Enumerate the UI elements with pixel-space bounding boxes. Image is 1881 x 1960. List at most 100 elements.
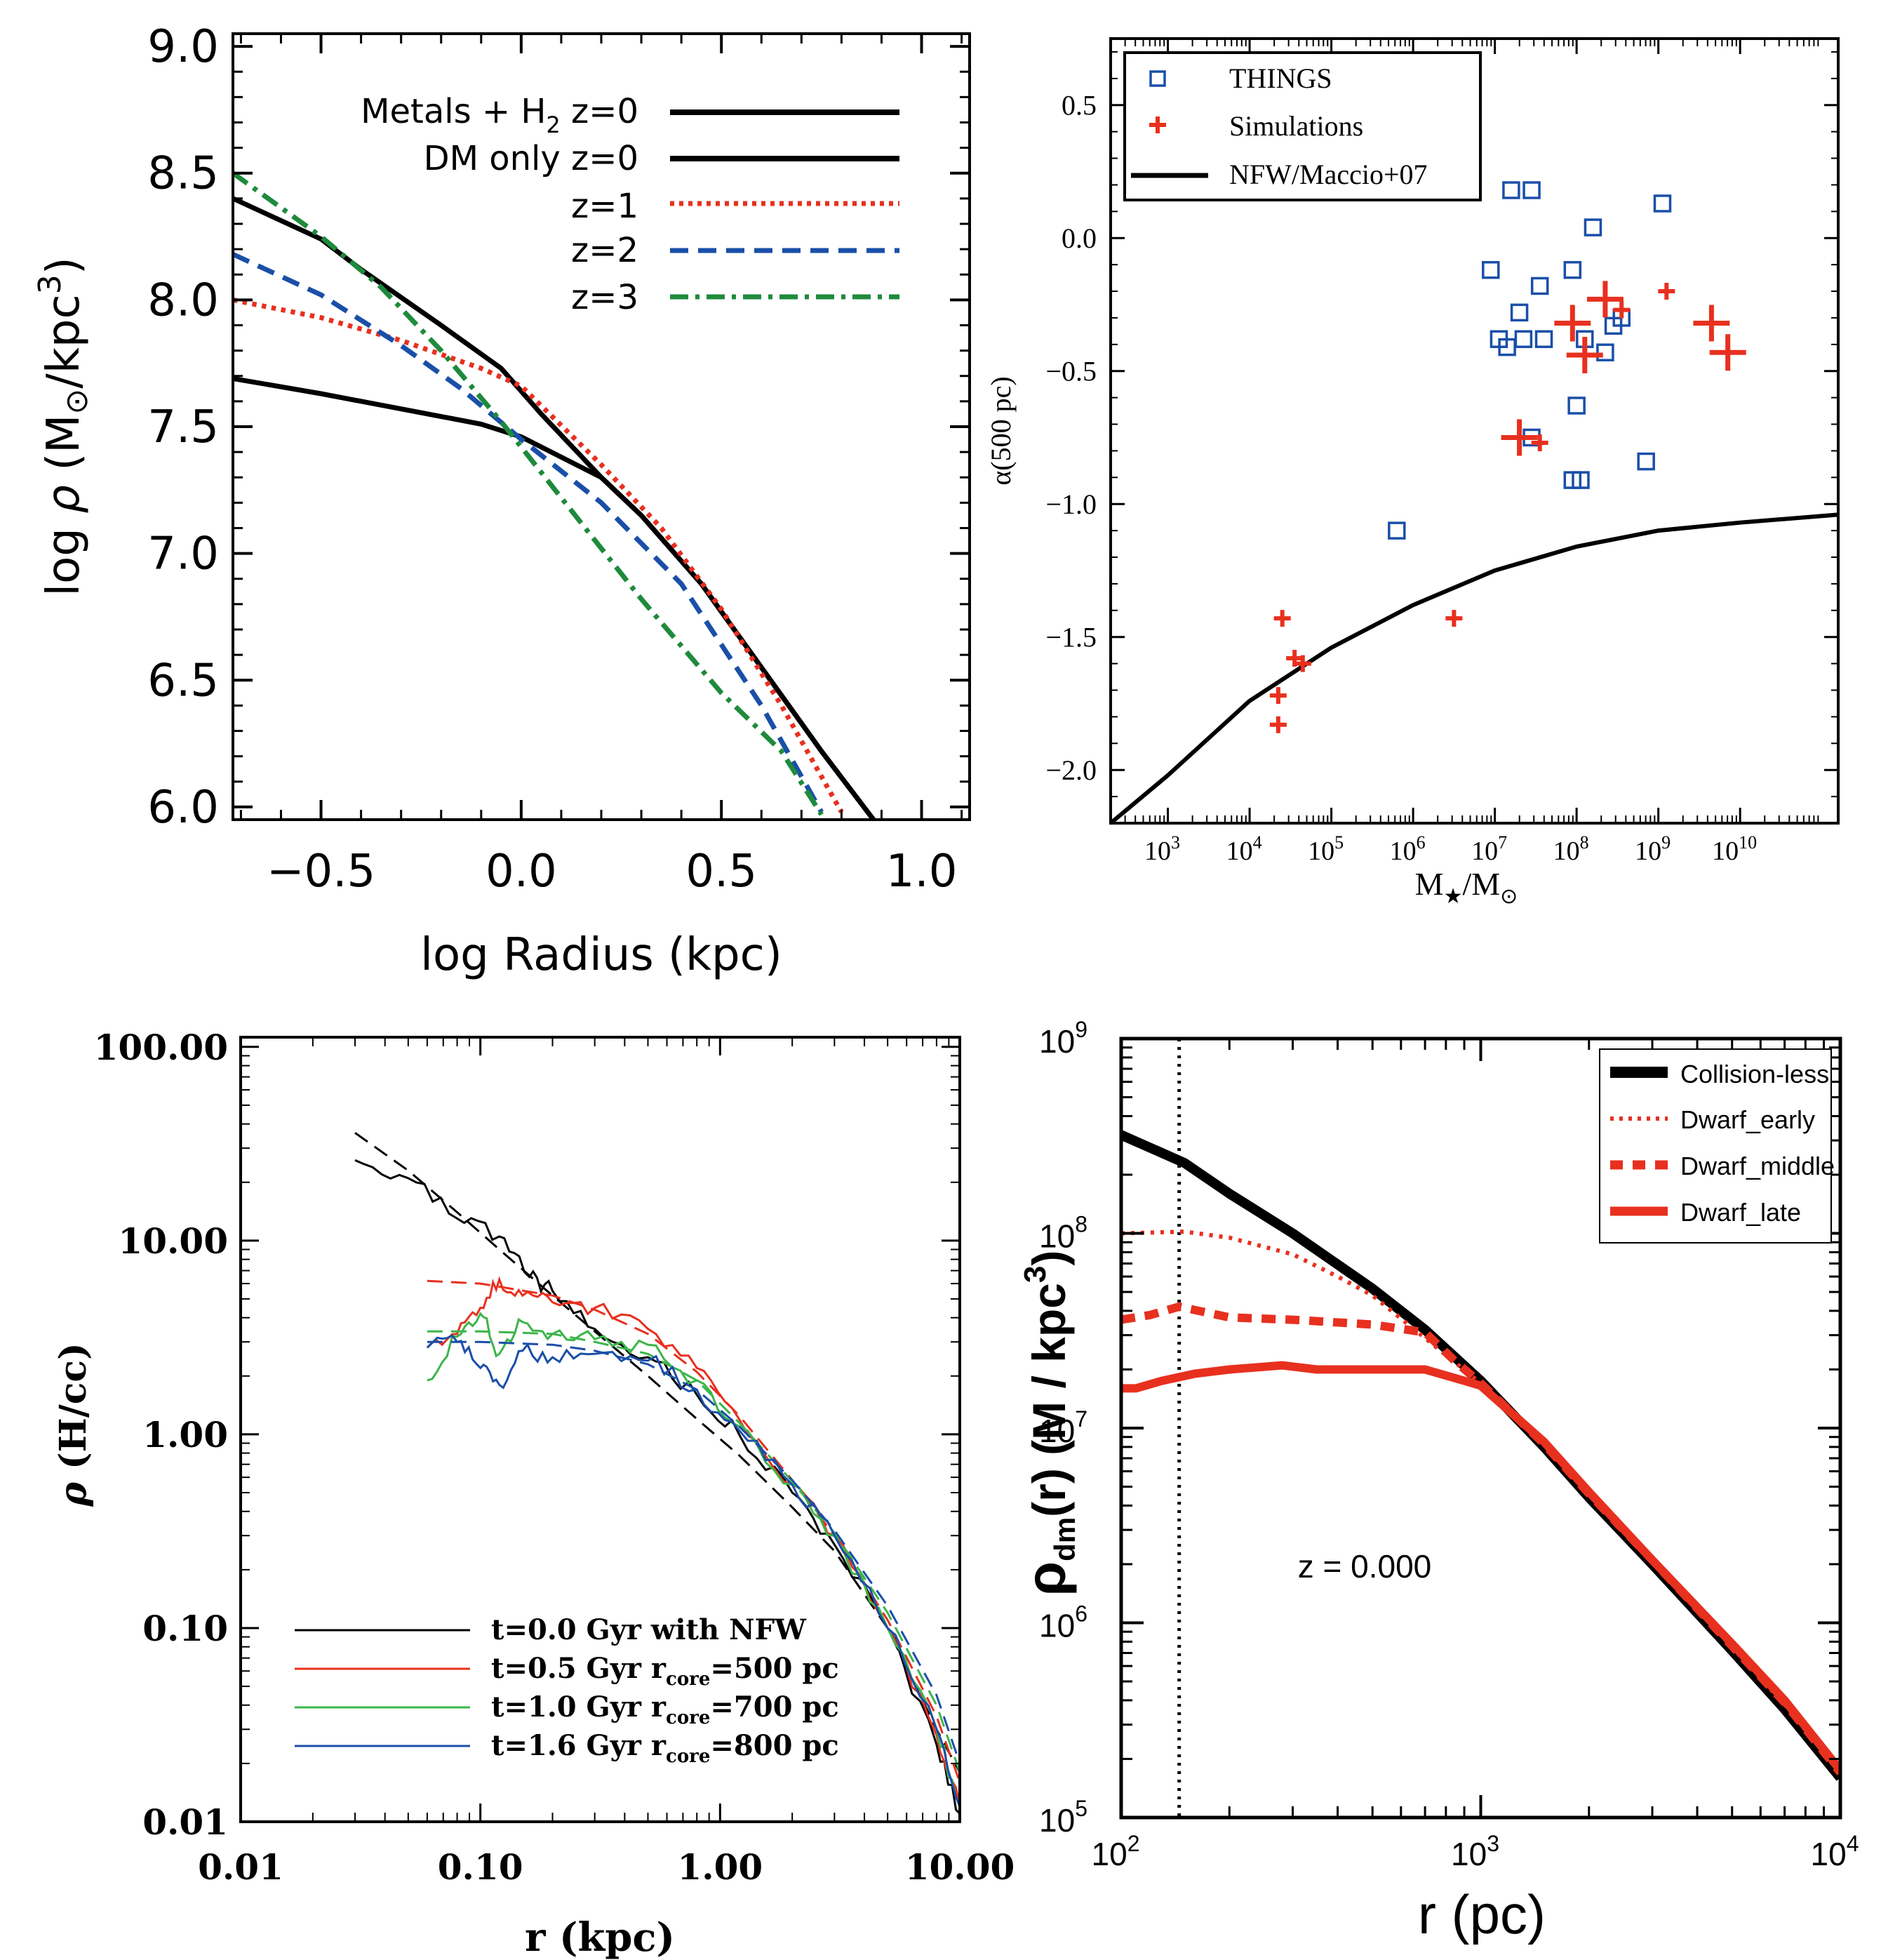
panel-c-series-0 [354, 1159, 961, 1815]
panel-c-series-7 [427, 1340, 961, 1764]
panel-d-xtick-label: 103 [1451, 1831, 1499, 1872]
panel-b-legend-label-simulations: Simulations [1229, 110, 1363, 142]
panel-c-series-4 [427, 1312, 961, 1807]
panel-b-things-point [1567, 396, 1586, 415]
panel-b-ytick-label: 0.0 [1062, 222, 1097, 254]
panel-d-series-group [1121, 1039, 1840, 1818]
panel-c-series-1 [354, 1132, 961, 1773]
panel-b-ytick-label: −1.0 [1045, 488, 1097, 520]
panel-b-simulation-point-small [1269, 687, 1287, 705]
panel-a-legend-label-metals: Metals + H2 z=0 [361, 92, 638, 138]
panel-c-y-axis-label: ρ (H/cc) [52, 1342, 95, 1507]
panel-c-xtick-label: 0.01 [198, 1846, 283, 1888]
panel-b-nfw-line [1109, 512, 1839, 825]
panel-c-ytick-label: 1.00 [142, 1414, 228, 1455]
panel-b-things-point [1596, 343, 1614, 361]
panel-c-frame [239, 1036, 961, 1823]
panel-b-legend-marker-things [1149, 70, 1166, 87]
panel-a-ytick-label: 8.5 [147, 148, 219, 200]
panel-c-legend-label-0: t=0.0 Gyr with NFW [491, 1613, 807, 1646]
panel-c-legend-label-3: t=1.6 Gyr rcore=800 pc [491, 1729, 839, 1767]
panel-b-ticks: −2.0 −1.5 −1.0 −0.5 0.0 0.5 103 104 105 106 107 108… [1045, 39, 1838, 866]
panel-a-xtick-label: 0.5 [685, 846, 757, 898]
panel-b-series-group [1109, 181, 1839, 825]
panel-b-things-point [1584, 218, 1602, 236]
panel-b-things-point [1510, 303, 1529, 322]
panel-b-legend: THINGS Simulations NFW/Maccio+07 [1123, 51, 1482, 201]
panel-a-ytick-label: 7.5 [147, 401, 219, 453]
panel-b-simulation-point-small [1658, 283, 1675, 300]
panel-b-xtick-label: 109 [1635, 832, 1671, 866]
panel-d-legend-label-0: Collision-less [1680, 1060, 1829, 1088]
panel-b-y-axis-label: α(500 pc) [985, 376, 1017, 485]
panel-b-legend-marker-simulations [1149, 116, 1166, 133]
panel-a-legend: Metals + H2 z=0 DM only z=0 z=1 z=2 z=3 [361, 92, 899, 317]
panel-d-ytick-label: 107 [1039, 1406, 1087, 1449]
panel-c-x-axis-label: r (kpc) [525, 1914, 675, 1960]
panel-b-legend-label-nfw: NFW/Maccio+07 [1229, 159, 1428, 190]
panel-a-legend-label-dm-only: DM only z=0 [424, 139, 638, 178]
panel-d-series-3 [1121, 1361, 1840, 1773]
panel-b-things-point [1530, 276, 1549, 295]
panel-b-simulation-point-small [1531, 434, 1548, 452]
panel-b-simulation-point-small [1445, 610, 1463, 627]
panel-a-xtick-label: 0.0 [486, 846, 557, 898]
panel-d-redshift-annotation: z = 0.000 [1298, 1548, 1432, 1585]
panel-a-y-axis-label: log ρ (M⊙/kpc3) [32, 257, 95, 596]
panel-a-ytick-label: 7.0 [147, 528, 219, 580]
panel-b-ytick-label: 0.5 [1062, 90, 1097, 121]
panel-a-ticks: −0.5 0.0 0.5 1.0 6.0 6.5 7.0 7.5 8.0 8.5 9.0 [147, 21, 970, 898]
panel-d-ytick-label: 106 [1039, 1601, 1087, 1644]
panel-d-legend-label-3: Dwarf_late [1680, 1198, 1801, 1227]
panel-c-ytick-label: 100.00 [94, 1027, 228, 1068]
panel-c-ytick-label: 0.01 [142, 1801, 228, 1843]
panel-c-ticks: 0.01 0.10 1.00 10.00 0.01 0.10 1.00 10.00 100.00 [94, 1027, 1015, 1888]
panel-a-clipped-series [233, 171, 876, 820]
panel-b-ytick-label: −1.5 [1045, 622, 1097, 653]
panel-b-simulation-point-large [1709, 334, 1746, 371]
panel-c-ytick-label: 10.00 [118, 1220, 228, 1262]
panel-a-series-2 [233, 297, 844, 813]
panel-d-clipped-series [1121, 1039, 1840, 1818]
panel-c-xtick-label: 10.00 [905, 1846, 1015, 1888]
panel-b-xtick-label: 1010 [1712, 832, 1757, 866]
panel-density-profiles-redshift: −0.5 0.0 0.5 1.0 6.0 6.5 7.0 7.5 8.0 8.5 9.0 Metal… [32, 21, 971, 981]
panel-b-things-point [1522, 181, 1541, 199]
panel-b-ytick-label: −2.0 [1045, 754, 1097, 786]
panel-d-ytick-label: 109 [1039, 1017, 1087, 1060]
panel-c-ytick-label: 0.10 [142, 1608, 228, 1649]
panel-b-things-point [1388, 521, 1406, 540]
panel-d-y-axis-label: ρdm(r) (M / kpc3) [1015, 1251, 1081, 1596]
panel-b-things-point [1637, 452, 1655, 471]
panel-b-simulation-point-small [1273, 610, 1291, 627]
panel-a-legend-label-z1: z=1 [571, 187, 638, 226]
panel-a-ytick-label: 6.0 [147, 782, 219, 834]
panel-c-xtick-label: 1.00 [677, 1846, 763, 1888]
panel-dark-matter-density-dwarfs: 102 103 104 105 106 107 108 109 Collision-less … [1015, 1017, 1859, 1945]
panel-b-simulation-point-large [1554, 305, 1591, 342]
panel-a-ytick-label: 8.0 [147, 274, 219, 326]
panel-core-slope-vs-stellar-mass: −2.0 −1.5 −1.0 −0.5 0.0 0.5 103 104 105 106 107 108… [985, 37, 1840, 908]
panel-b-xtick-label: 107 [1471, 832, 1507, 866]
panel-d-xtick-label: 102 [1092, 1831, 1140, 1872]
panel-b-xtick-label: 104 [1226, 832, 1262, 866]
panel-d-legend-label-1: Dwarf_early [1680, 1105, 1815, 1134]
panel-b-things-point [1482, 260, 1500, 279]
panel-c-legend-label-1: t=0.5 Gyr rcore=500 pc [491, 1652, 839, 1690]
panel-d-ytick-label: 105 [1039, 1796, 1087, 1839]
panel-d-ticks: 102 103 104 105 106 107 108 109 [1039, 1017, 1859, 1872]
panel-b-ytick-label: −0.5 [1045, 356, 1097, 387]
panel-a-series-group [233, 171, 876, 820]
panel-b-simulation-point-large [1693, 305, 1730, 342]
panel-c-series-group [354, 1132, 961, 1815]
panel-b-xtick-label: 103 [1144, 832, 1180, 866]
panel-a-series-4 [233, 171, 824, 816]
panel-a-legend-label-z3: z=3 [571, 278, 638, 317]
panel-a-x-axis-label: log Radius (kpc) [420, 929, 782, 981]
panel-b-simulation-point-small [1613, 301, 1631, 319]
panel-a-series-3 [233, 252, 824, 813]
panel-b-simulation-point-small [1269, 716, 1287, 733]
panel-c-legend-label-2: t=1.0 Gyr rcore=700 pc [491, 1691, 839, 1728]
panel-d-legend: Collision-less Dwarf_early Dwarf_middle … [1599, 1048, 1835, 1244]
